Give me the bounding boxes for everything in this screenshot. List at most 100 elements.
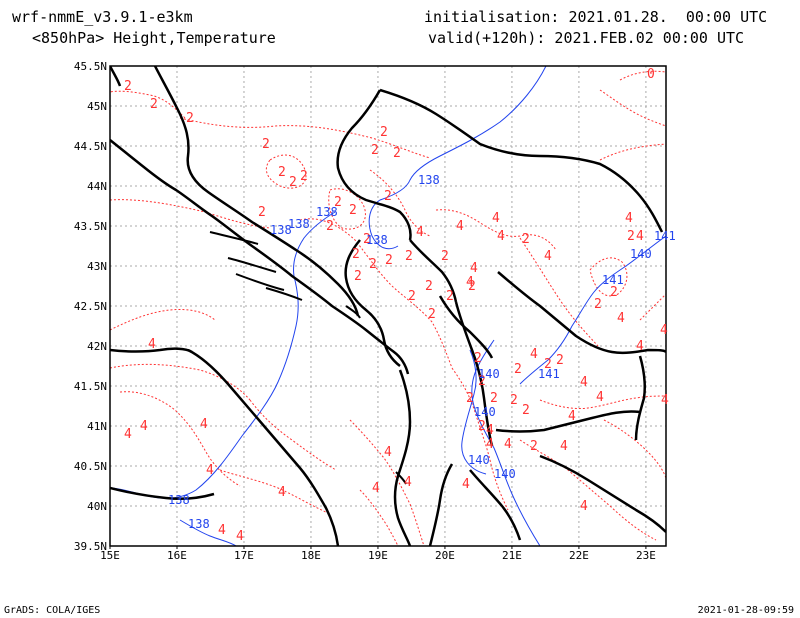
height-label: 140 bbox=[474, 405, 496, 419]
temperature-label: 2 bbox=[627, 229, 635, 244]
lon-tick-label: 22E bbox=[569, 549, 589, 562]
temperature-label: 4 bbox=[148, 337, 156, 352]
height-label: 138 bbox=[168, 493, 190, 507]
lat-tick-label: 40N bbox=[87, 500, 107, 513]
lon-tick-label: 16E bbox=[167, 549, 187, 562]
temperature-label: 2 bbox=[385, 253, 393, 268]
temperature-label: 2 bbox=[150, 97, 158, 112]
lon-tick-label: 15E bbox=[100, 549, 120, 562]
temperature-label: 2 bbox=[326, 219, 334, 234]
temperature-label: 4 bbox=[372, 481, 380, 496]
lat-tick-label: 44.5N bbox=[74, 140, 107, 153]
temperature-label: 2 bbox=[384, 189, 392, 204]
temperature-label: 2 bbox=[425, 279, 433, 294]
temperature-label: 2 bbox=[408, 289, 416, 304]
temperature-label: 2 bbox=[352, 247, 360, 262]
lon-tick-label: 21E bbox=[502, 549, 522, 562]
height-label: 141 bbox=[538, 367, 560, 381]
temperature-label: 2 bbox=[262, 137, 270, 152]
temperature-label: 4 bbox=[456, 219, 464, 234]
temperature-label: 4 bbox=[544, 249, 552, 264]
temperature-label: 2 bbox=[530, 439, 538, 454]
lat-tick-label: 44N bbox=[87, 180, 107, 193]
temperature-label: 2 bbox=[490, 391, 498, 406]
temperature-label: 2 bbox=[278, 165, 286, 180]
coastlines-borders bbox=[110, 66, 666, 546]
lon-tick-label: 20E bbox=[435, 549, 455, 562]
lon-tick-label: 19E bbox=[368, 549, 388, 562]
temperature-label: 2 bbox=[468, 279, 476, 294]
temperature-label: 4 bbox=[416, 225, 424, 240]
temperature-label: 2 bbox=[289, 175, 297, 190]
temperature-label: 4 bbox=[504, 437, 512, 452]
temperature-label: 4 bbox=[530, 347, 538, 362]
latitude-ticks: 45.5N 45N 44.5N 44N 43.5N 43N 42.5N 42N 41.5N 41N… bbox=[74, 60, 107, 553]
temperature-label: 4 bbox=[660, 323, 668, 338]
height-label: 140 bbox=[468, 453, 490, 467]
temperature-label: 2 bbox=[300, 169, 308, 184]
temperature-label: 2 bbox=[186, 111, 194, 126]
temperature-label: 4 bbox=[278, 485, 286, 500]
temperature-label: 4 bbox=[661, 393, 669, 408]
temperature-label: 2 bbox=[522, 232, 530, 247]
temperature-label: 2 bbox=[371, 143, 379, 158]
temperature-label: 2 bbox=[522, 403, 530, 418]
islands bbox=[209, 231, 407, 485]
temperature-label: 2 bbox=[556, 353, 564, 368]
temperature-label: 2 bbox=[510, 393, 518, 408]
model-title: wrf-nmmE_v3.9.1-e3km bbox=[12, 8, 193, 26]
height-label: 138 bbox=[366, 233, 388, 247]
height-label: 138 bbox=[288, 217, 310, 231]
lat-tick-label: 42.5N bbox=[74, 300, 107, 313]
lat-tick-label: 41.5N bbox=[74, 380, 107, 393]
temperature-label: 2 bbox=[334, 195, 342, 210]
footer-left: GrADS: COLA/IGES bbox=[4, 605, 101, 616]
temperature-label: 4 bbox=[236, 529, 244, 544]
temperature-label: 2 bbox=[514, 362, 522, 377]
temperature-label: 4 bbox=[568, 409, 576, 424]
height-label: 141 bbox=[602, 273, 624, 287]
lat-tick-label: 45.5N bbox=[74, 60, 107, 73]
temperature-label: 2 bbox=[441, 249, 449, 264]
temperature-label: 2 bbox=[544, 357, 552, 372]
temperature-label: 2 bbox=[124, 79, 132, 94]
temperature-label: 2 bbox=[594, 297, 602, 312]
temperature-label: 2 bbox=[405, 249, 413, 264]
temperature-label: 2 bbox=[474, 351, 482, 366]
temperature-label: 2 bbox=[428, 307, 436, 322]
temperature-label: 4 bbox=[625, 211, 633, 226]
field-title: <850hPa> Height,Temperature bbox=[32, 29, 276, 47]
temperature-label: 2 bbox=[393, 146, 401, 161]
lat-tick-label: 39.5N bbox=[74, 540, 107, 553]
temperature-label: 2 bbox=[466, 391, 474, 406]
valid-time: valid(+120h): 2021.FEB.02 00:00 UTC bbox=[428, 29, 745, 47]
temperature-label: 4 bbox=[617, 311, 625, 326]
lat-tick-label: 43.5N bbox=[74, 220, 107, 233]
lon-tick-label: 18E bbox=[301, 549, 321, 562]
temperature-label: 2 bbox=[363, 232, 371, 247]
temperature-label: 2 bbox=[610, 285, 618, 300]
init-time: initialisation: 2021.01.28. 00:00 UTC bbox=[424, 8, 768, 26]
temperature-label: 2 bbox=[369, 257, 377, 272]
lon-tick-label: 17E bbox=[234, 549, 254, 562]
temperature-label: 4 bbox=[384, 445, 392, 460]
temperature-label: 4 bbox=[636, 339, 644, 354]
height-label: 140 bbox=[478, 367, 500, 381]
height-label: 138 bbox=[418, 173, 440, 187]
height-label: 141 bbox=[654, 229, 676, 243]
temperature-label: 4 bbox=[580, 499, 588, 514]
temperature-label: 2 bbox=[258, 205, 266, 220]
temperature-label: 2 bbox=[446, 289, 454, 304]
temperature-label: 4 bbox=[486, 423, 494, 438]
temperature-label: 4 bbox=[200, 417, 208, 432]
lat-tick-label: 45N bbox=[87, 100, 107, 113]
temperature-label: 4 bbox=[466, 275, 474, 290]
lat-tick-label: 42N bbox=[87, 340, 107, 353]
lon-tick-label: 23E bbox=[636, 549, 656, 562]
temperature-label: 2 bbox=[349, 203, 357, 218]
temperature-label: 4 bbox=[580, 375, 588, 390]
temperature-label: 4 bbox=[492, 211, 500, 226]
temperature-label: 4 bbox=[218, 523, 226, 538]
